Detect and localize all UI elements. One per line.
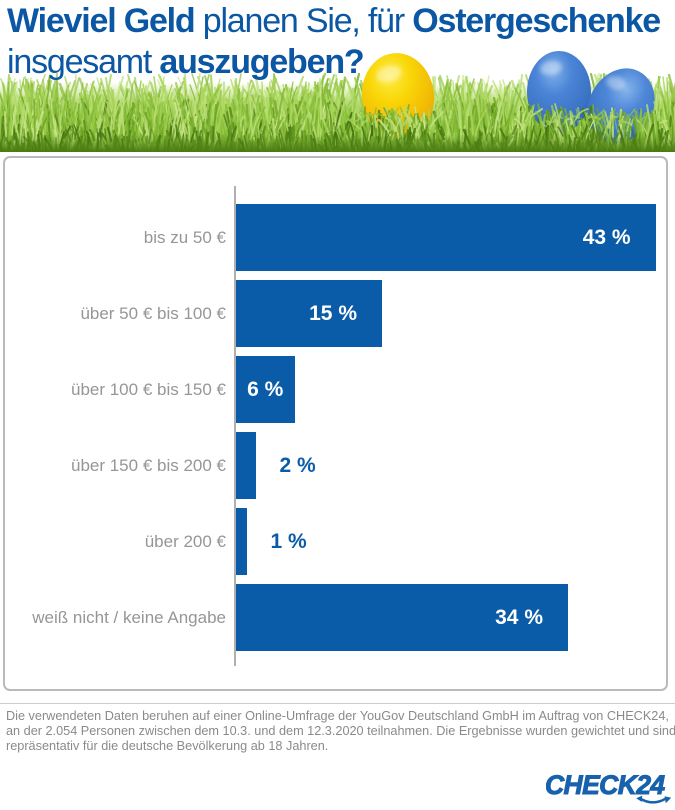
svg-text:CHECK24: CHECK24 xyxy=(546,774,665,800)
